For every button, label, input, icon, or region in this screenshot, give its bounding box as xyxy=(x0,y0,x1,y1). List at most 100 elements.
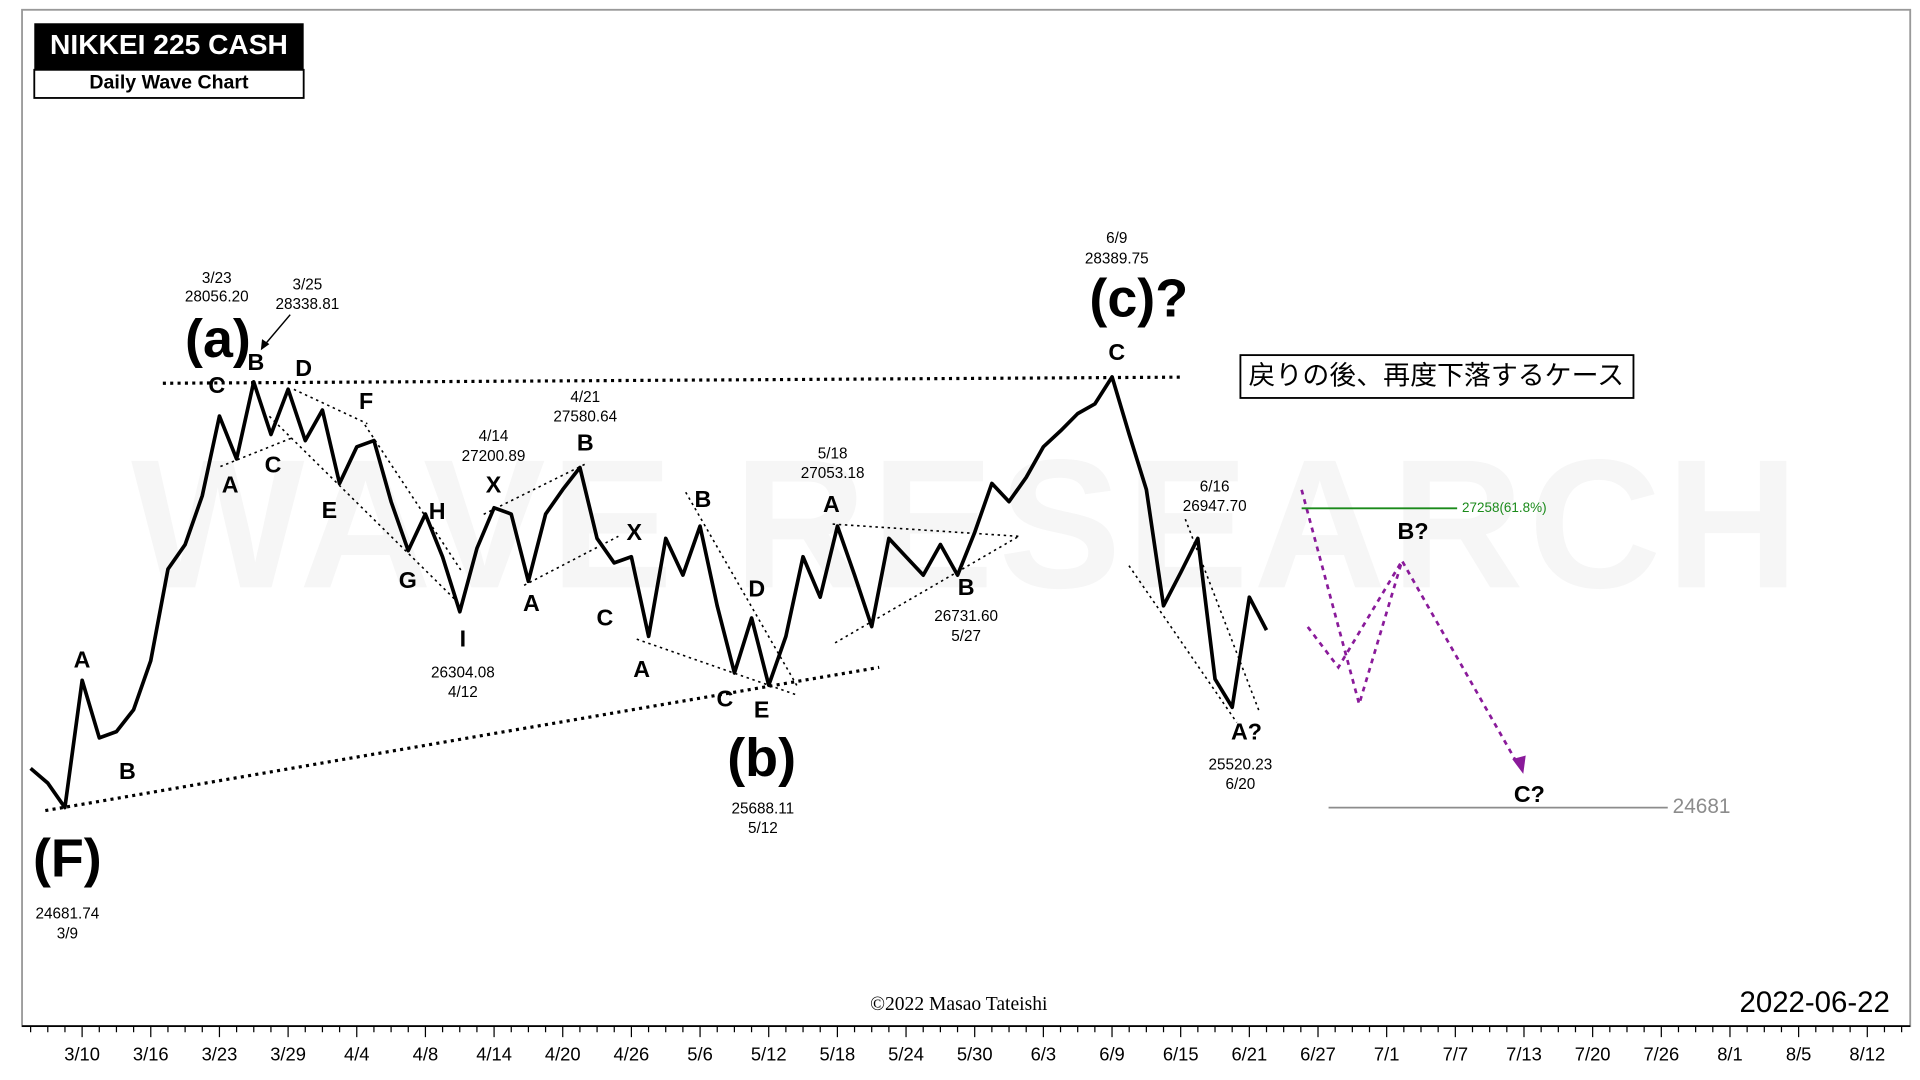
wave-label: G xyxy=(399,567,417,593)
wave-label: B xyxy=(248,349,265,375)
wave-label: E xyxy=(754,697,770,723)
annotation-note: 28338.81 xyxy=(275,296,339,313)
trendline xyxy=(293,388,368,425)
wave-label: C xyxy=(208,372,225,398)
annotation-note: 26947.70 xyxy=(1183,498,1247,515)
wave-label: C xyxy=(1108,339,1125,365)
x-tick-label: 8/5 xyxy=(1786,1043,1812,1064)
trendline xyxy=(45,665,880,813)
x-tick-label: 5/6 xyxy=(687,1043,713,1064)
wave-label: B xyxy=(694,486,711,512)
trendline xyxy=(1128,565,1238,723)
title-box xyxy=(34,23,304,70)
x-tick-label: 6/27 xyxy=(1300,1043,1336,1064)
wave-label: (a) xyxy=(185,309,251,369)
x-tick-label: 5/12 xyxy=(751,1043,787,1064)
wave-label: X xyxy=(486,471,502,497)
annotation-note: 3/9 xyxy=(57,925,78,942)
x-tick-label: 3/16 xyxy=(133,1043,169,1064)
projection-path xyxy=(1306,560,1404,670)
wave-label: B xyxy=(119,758,136,784)
annotation-note: 5/18 xyxy=(818,445,848,462)
x-tick-label: 5/24 xyxy=(888,1043,924,1064)
chart-date: 2022-06-22 xyxy=(1740,986,1890,1019)
x-tick-label: 4/4 xyxy=(344,1043,370,1064)
x-tick-label: 5/30 xyxy=(957,1043,993,1064)
wave-label: C xyxy=(596,605,613,631)
wave-label: D xyxy=(748,575,765,601)
annotation-note: 25688.11 xyxy=(732,800,795,817)
x-tick-label: 3/10 xyxy=(64,1043,100,1064)
wave-label: C? xyxy=(1514,781,1545,807)
annotation-note: 4/12 xyxy=(448,684,478,701)
wave-label: A xyxy=(74,646,91,672)
x-tick-label: 7/13 xyxy=(1506,1043,1542,1064)
trendline xyxy=(834,535,1020,644)
x-tick-label: 4/14 xyxy=(476,1043,512,1064)
x-tick-label: 5/18 xyxy=(820,1043,856,1064)
wave-label: A xyxy=(222,471,239,497)
annotation-note: 4/14 xyxy=(479,428,509,445)
wave-label: A? xyxy=(1231,719,1262,745)
wave-label: C xyxy=(716,686,733,712)
trendline xyxy=(685,491,800,689)
pointer-arrow xyxy=(262,314,291,348)
wave-label: I xyxy=(460,626,466,652)
annotation-note: 6/9 xyxy=(1106,230,1127,247)
trendline xyxy=(636,638,799,697)
annotation-note: 26731.60 xyxy=(934,608,998,625)
note-box xyxy=(1239,354,1635,399)
wave-label: E xyxy=(322,497,338,523)
watermark: WAVE RESEARCH xyxy=(131,421,1804,626)
annotation-note: 28056.20 xyxy=(185,289,249,306)
x-tick-label: 7/20 xyxy=(1575,1043,1611,1064)
x-tick-label: 3/29 xyxy=(270,1043,306,1064)
copyright: ©2022 Masao Tateishi xyxy=(870,994,1048,1015)
wave-label: X xyxy=(627,519,643,545)
trendline xyxy=(364,424,464,574)
annotation-note: 25520.23 xyxy=(1209,756,1273,773)
trendlines xyxy=(45,314,1260,813)
x-tick-label: 6/15 xyxy=(1163,1043,1199,1064)
wave-label: (c)? xyxy=(1089,269,1188,329)
subtitle-box xyxy=(33,68,305,99)
annotation-note: 27580.64 xyxy=(553,409,617,426)
x-tick-label: 3/23 xyxy=(202,1043,238,1064)
annotation-note: 24681.74 xyxy=(35,906,99,923)
x-tick-label: 8/1 xyxy=(1717,1043,1743,1064)
annotation-note: 6/16 xyxy=(1200,478,1230,495)
annotation-note: 4/21 xyxy=(570,389,600,406)
projection-path xyxy=(1300,489,1520,766)
wave-label: (b) xyxy=(727,728,796,788)
x-tick-label: 8/12 xyxy=(1849,1043,1885,1064)
annotation-note: 5/12 xyxy=(748,820,778,837)
trendline xyxy=(268,415,457,601)
x-tick-label: 4/20 xyxy=(545,1043,581,1064)
annotation-note: 27053.18 xyxy=(801,465,865,482)
annotation-note: 3/23 xyxy=(202,270,232,287)
annotation-note: 26304.08 xyxy=(431,665,495,682)
x-tick-label: 7/1 xyxy=(1374,1043,1400,1064)
projection xyxy=(1300,489,1526,774)
chart-title: NIKKEI 225 CASH xyxy=(50,29,288,60)
note: 戻りの後、再度下落するケース xyxy=(1249,360,1625,390)
trendline xyxy=(832,523,1019,538)
annotation-note: 28389.75 xyxy=(1085,251,1149,268)
x-tick-label: 6/21 xyxy=(1231,1043,1267,1064)
wave-label: A xyxy=(823,491,840,517)
wave-label: B xyxy=(577,430,594,456)
wave-label: H xyxy=(429,498,446,524)
annotation-note: 6/20 xyxy=(1226,776,1256,793)
wave-label: B? xyxy=(1398,518,1429,544)
x-tick-label: 4/26 xyxy=(614,1043,650,1064)
x-tick-label: 7/7 xyxy=(1443,1043,1469,1064)
trendline xyxy=(220,436,295,468)
trendline xyxy=(483,462,589,515)
annotation-note: 3/25 xyxy=(292,276,322,293)
wave-label: B xyxy=(958,574,975,600)
x-tick-label: 6/9 xyxy=(1099,1043,1125,1064)
x-tick-label: 6/3 xyxy=(1031,1043,1057,1064)
wave-label: C xyxy=(265,452,282,478)
wave-label: (F) xyxy=(33,828,102,888)
